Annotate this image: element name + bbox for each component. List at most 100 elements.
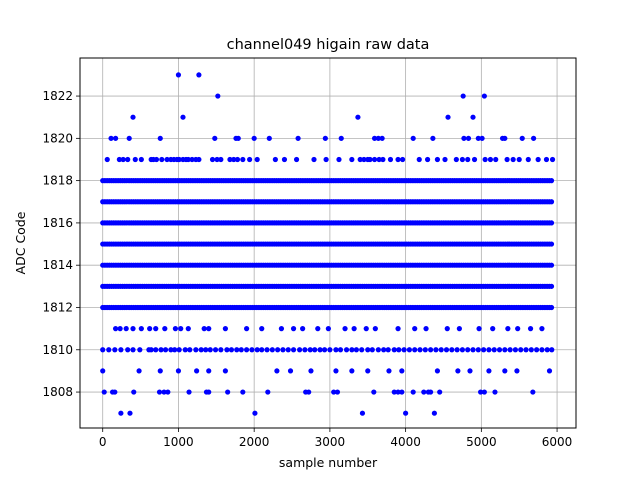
data-point xyxy=(311,156,317,163)
data-point xyxy=(467,368,473,374)
data-point xyxy=(403,410,409,416)
plot-frame xyxy=(79,57,577,429)
data-point xyxy=(422,347,428,353)
data-point xyxy=(379,135,385,141)
data-point xyxy=(126,135,132,141)
data-point xyxy=(523,347,529,353)
data-point xyxy=(164,156,170,163)
data-point xyxy=(349,368,355,374)
data-point xyxy=(391,347,397,353)
data-point xyxy=(259,347,265,353)
data-point xyxy=(290,326,297,332)
data-point xyxy=(118,347,124,353)
data-point xyxy=(502,368,508,374)
data-point xyxy=(240,156,246,163)
data-point xyxy=(172,326,179,332)
data-point xyxy=(148,347,154,353)
data-point xyxy=(214,156,220,163)
data-point xyxy=(445,114,451,120)
data-point xyxy=(461,135,467,141)
data-point xyxy=(244,347,250,353)
x-axis-label: sample number xyxy=(279,455,378,470)
data-point xyxy=(123,326,129,332)
data-point xyxy=(203,347,209,353)
data-point xyxy=(322,135,328,141)
data-point xyxy=(412,326,418,332)
data-point xyxy=(507,347,513,353)
data-point xyxy=(254,156,260,163)
data-point xyxy=(259,326,265,332)
data-point xyxy=(104,156,110,163)
data-point xyxy=(153,326,159,332)
data-point xyxy=(410,135,416,141)
data-point xyxy=(437,389,443,395)
data-point xyxy=(491,347,497,353)
data-point xyxy=(486,347,492,353)
data-point xyxy=(349,156,355,163)
data-point xyxy=(361,156,367,163)
data-point xyxy=(412,347,418,353)
data-point xyxy=(530,135,537,141)
data-point xyxy=(401,347,407,353)
data-points xyxy=(100,72,556,416)
data-point xyxy=(371,135,378,141)
data-point xyxy=(548,199,555,205)
data-point xyxy=(161,389,167,395)
data-point xyxy=(444,326,450,332)
data-point xyxy=(539,347,545,353)
data-point xyxy=(281,156,288,163)
data-point xyxy=(493,156,499,163)
data-point xyxy=(548,283,555,289)
data-point xyxy=(264,347,270,353)
data-point xyxy=(527,326,534,332)
data-point xyxy=(274,368,280,374)
data-point xyxy=(548,262,555,268)
data-point xyxy=(516,156,522,163)
data-point xyxy=(443,347,450,353)
data-point xyxy=(227,156,233,163)
data-point xyxy=(125,347,131,353)
data-point xyxy=(502,135,508,141)
data-point xyxy=(153,156,160,163)
data-point xyxy=(218,347,224,353)
data-point xyxy=(454,347,460,353)
data-point xyxy=(438,347,444,353)
data-point xyxy=(342,326,348,332)
data-point xyxy=(209,156,216,163)
data-point xyxy=(269,347,275,353)
data-point xyxy=(162,326,168,332)
data-point xyxy=(372,326,378,332)
data-point xyxy=(357,156,363,163)
data-point xyxy=(251,135,257,141)
data-point xyxy=(323,156,329,163)
data-point xyxy=(381,347,387,353)
data-point xyxy=(421,389,427,395)
data-point xyxy=(196,156,202,163)
data-point xyxy=(101,389,107,395)
data-point xyxy=(275,347,281,353)
data-point xyxy=(212,135,218,141)
y-tick-label: 1808 xyxy=(42,385,73,399)
data-point xyxy=(293,156,300,163)
data-point xyxy=(337,347,344,353)
data-point xyxy=(182,347,188,353)
data-point xyxy=(543,156,550,163)
y-axis-label: ADC Code xyxy=(13,211,28,274)
data-point xyxy=(136,368,142,374)
data-point xyxy=(371,389,377,395)
x-tick-label: 2000 xyxy=(239,435,270,449)
data-point xyxy=(247,156,253,163)
data-point xyxy=(125,156,131,163)
data-point xyxy=(138,326,144,332)
data-point xyxy=(431,410,437,416)
data-point xyxy=(175,368,182,374)
data-point xyxy=(399,389,405,395)
data-point xyxy=(252,410,258,416)
data-point xyxy=(222,368,228,374)
data-point xyxy=(476,326,482,332)
data-point xyxy=(471,156,478,163)
data-point xyxy=(535,156,541,163)
data-point xyxy=(300,326,306,332)
data-point xyxy=(504,156,510,163)
